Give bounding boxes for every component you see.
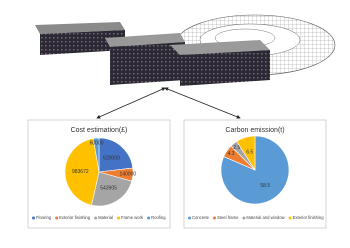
data-label: 4.3 [228,151,235,157]
legend-label: Flooring [36,215,52,220]
data-label: 6.5 [246,149,253,155]
data-label: 60000 [90,141,104,147]
legend-swatch [213,216,216,220]
legend-swatch [288,216,292,220]
legend-swatch [55,216,59,220]
arrow [96,87,166,119]
legend-label: Concrete [192,215,210,220]
legend-label: Roofing [151,215,166,220]
data-label: 520000 [103,155,120,161]
data-label: 140000 [119,172,136,178]
legend-swatch [117,216,121,220]
legend-label: Steel frame [217,215,239,220]
legend-label: Exterior finishing [59,215,91,220]
pie-slice [236,135,256,172]
legend-label: Material and window [246,215,285,220]
pie-slice [64,138,100,206]
data-label: 58.5 [260,183,270,189]
building-model [35,14,336,86]
pie-slice [98,137,134,173]
data-label: 543905 [100,185,117,191]
legend-swatch [242,216,246,220]
data-label: 2.5 [233,145,240,151]
legend-label: Material [98,215,113,220]
legend-swatch [147,216,151,220]
arrow [164,87,241,119]
chart-title: Carbon emission(t) [225,127,284,134]
pie-slice [91,171,133,207]
legend-label: Frame work [121,215,144,220]
data-label: 983672 [72,169,89,175]
legend-swatch [94,216,98,220]
legend-swatch [188,216,191,220]
legend-label: Exterior finishing [293,215,325,220]
legend-swatch [32,216,35,220]
pie-slice [92,137,100,173]
chart-title: Cost estimation(£) [71,127,128,134]
